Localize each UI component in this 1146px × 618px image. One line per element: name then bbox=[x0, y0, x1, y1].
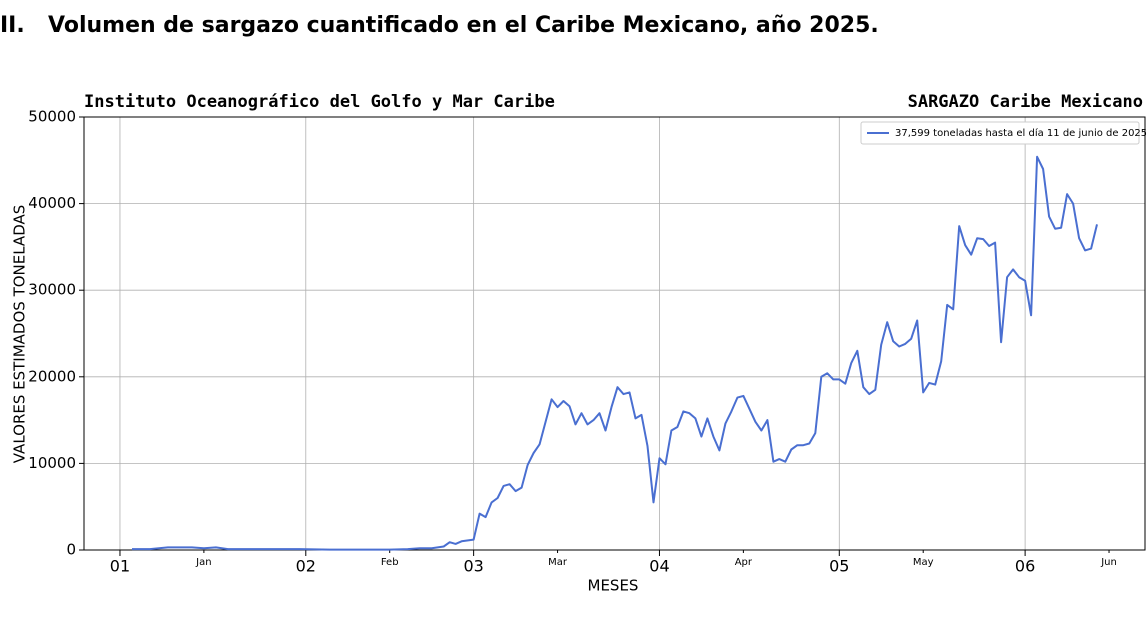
data-line bbox=[132, 155, 1098, 551]
x-tick-label: 03 bbox=[463, 557, 483, 576]
y-axis-label: VALORES ESTIMADOS TONELADAS bbox=[11, 205, 29, 464]
x-minor-tick-label: Apr bbox=[735, 557, 753, 568]
x-tick-label: 06 bbox=[1015, 557, 1035, 576]
heading-number: II. bbox=[0, 13, 25, 38]
x-minor-tick-label: Jan bbox=[195, 557, 211, 568]
y-tick-label: 0 bbox=[66, 541, 76, 559]
x-tick-label: 02 bbox=[296, 557, 316, 576]
y-tick-label: 40000 bbox=[28, 194, 76, 212]
x-tick-label: 05 bbox=[829, 557, 849, 576]
x-tick-label: 04 bbox=[649, 557, 669, 576]
x-axis-label: MESES bbox=[588, 577, 639, 595]
plot-frame bbox=[83, 116, 1146, 551]
x-minor-tick-label: Mar bbox=[548, 557, 568, 568]
legend-label: 37,599 toneladas hasta el día 11 de juni… bbox=[895, 127, 1146, 139]
legend-box bbox=[860, 121, 1140, 145]
x-minor-tick-label: Feb bbox=[381, 557, 399, 568]
y-tick-label: 50000 bbox=[28, 108, 76, 126]
y-tick-label: 10000 bbox=[28, 454, 76, 472]
chart-subtitle: SARGAZO Caribe Mexicano bbox=[908, 92, 1143, 112]
chart-title: Instituto Oceanográfico del Golfo y Mar … bbox=[84, 92, 555, 112]
x-tick-label: 01 bbox=[110, 557, 130, 576]
x-minor-tick-label: Jun bbox=[1100, 557, 1117, 568]
y-tick-label: 30000 bbox=[28, 281, 76, 299]
x-minor-tick-label: May bbox=[913, 557, 934, 568]
y-tick-label: 20000 bbox=[28, 367, 76, 385]
heading-title: Volumen de sargazo cuantificado en el Ca… bbox=[48, 13, 879, 38]
